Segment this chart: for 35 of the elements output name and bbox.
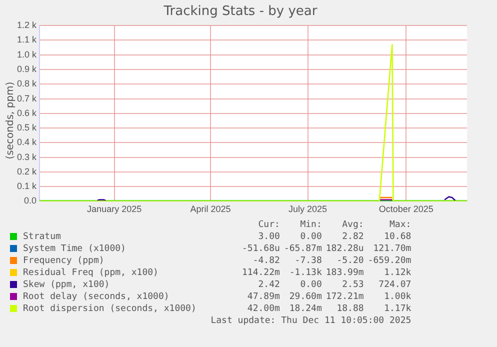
x-tick-label: January 2025 [87,204,142,214]
y-tick-label: 0.3 k [16,152,38,162]
y-tick-label: 0.2 k [16,166,38,176]
legend-label: Residual Freq (ppm, x100) [22,268,158,278]
text: 47.89m 29.60m 172.21m 1.00k [247,292,412,302]
y-tick-label: 0.9 k [16,64,38,74]
y-tick-label: 0.4 k [16,137,38,148]
text: Last update: Thu Dec 11 10:05:00 2025 [210,315,412,327]
text: -51.68u -65.87m 182.28u 121.70m [241,243,412,255]
chart-title: Tracking Stats - by year [162,4,318,20]
y-tick-label: 0.5 k [16,122,38,133]
y-tick-label: 0.8 k [16,78,38,89]
text: Cur: Min: Avg: Max: [258,220,412,230]
legend-label: Stratum [22,232,61,242]
x-tick-label: April 2025 [190,204,231,214]
y-tick-label: 0.1 k [16,181,38,192]
legend-label: System Time (x1000) [22,244,126,254]
text: -4.82 -7.38 -5.20 -659.20m [252,256,412,266]
text: 42.00m 18.24m 18.88 1.17k [247,304,412,314]
text: 114.22m -1.13k 183.99m 1.12k [242,268,412,278]
legend-label: Root delay (seconds, x1000) [22,292,170,302]
legend-label: Frequency (ppm) [22,256,104,266]
y-axis-title: (seconds, ppm) [6,81,17,159]
x-tick-label: October 2025 [378,204,434,214]
legend-label: Skew (ppm, x100) [22,280,110,290]
y-tick-label: 0.6 k [16,108,38,118]
y-tick-label: 0.0 [24,196,37,206]
legend-label: Root dispersion (seconds, x1000) [22,304,196,314]
text: 3.00 0.00 2.82 10.68 [258,232,412,242]
x-tick-label: July 2025 [288,204,328,214]
y-tick-label: 1.0 k [16,49,38,60]
y-tick-label: 0.7 k [16,93,38,104]
text: 2.42 0.00 2.53 724.07 [258,280,412,290]
y-tick-label: 1.2 k [16,20,38,30]
y-tick-label: 1.1 k [16,34,38,45]
